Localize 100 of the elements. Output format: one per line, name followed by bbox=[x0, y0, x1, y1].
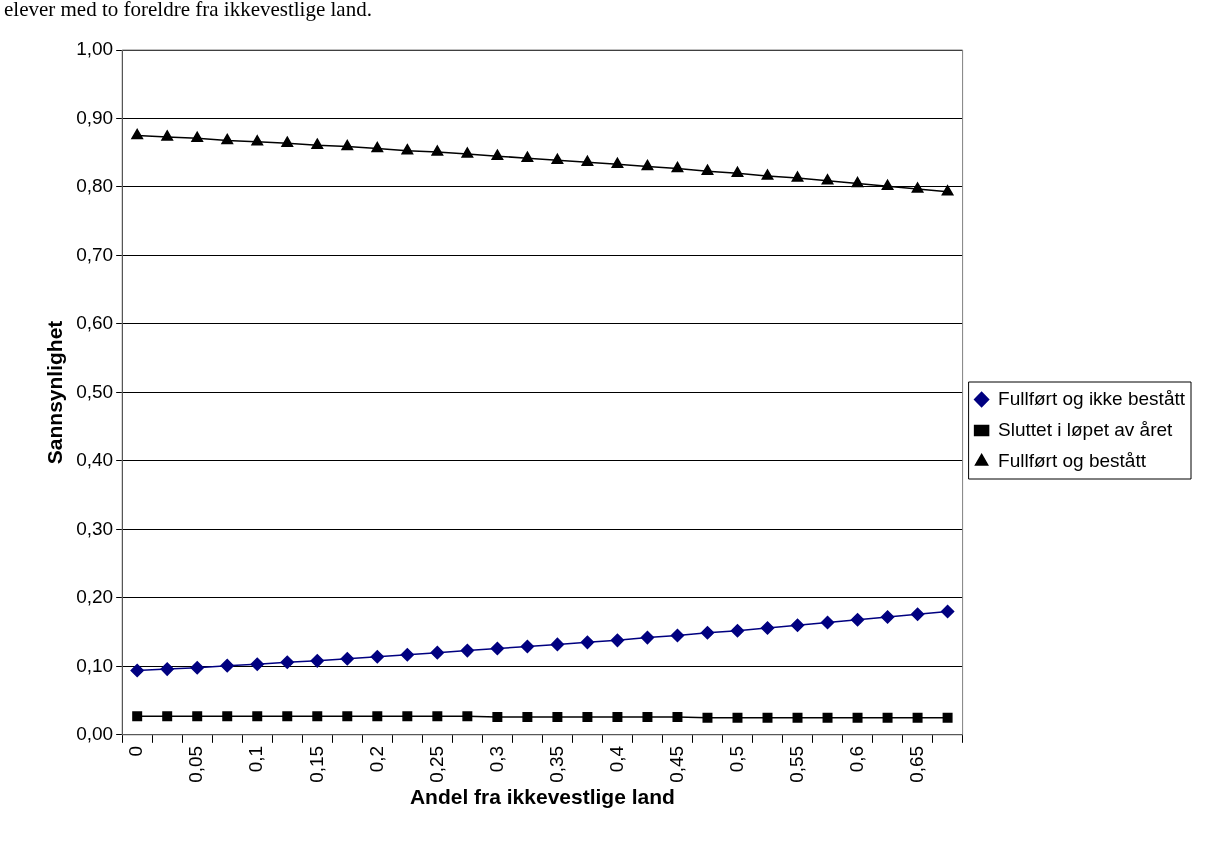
point bbox=[282, 711, 293, 722]
x-axis-title: Andel fra ikkevestlige land bbox=[409, 785, 675, 809]
point bbox=[370, 650, 385, 664]
point bbox=[940, 604, 955, 619]
point bbox=[491, 149, 504, 160]
x-tick-label: 0,4 bbox=[605, 745, 627, 773]
point bbox=[161, 130, 174, 141]
point bbox=[131, 128, 144, 140]
x-tick-label: 0,35 bbox=[545, 745, 567, 783]
point bbox=[280, 655, 295, 669]
point bbox=[730, 623, 745, 638]
y-tick-label: 0,20 bbox=[76, 586, 114, 608]
point bbox=[522, 712, 533, 723]
point bbox=[881, 179, 894, 191]
point bbox=[702, 712, 713, 723]
point bbox=[852, 712, 863, 723]
point bbox=[551, 153, 564, 165]
legend-label: Fullført og bestått bbox=[998, 449, 1147, 471]
point bbox=[582, 712, 593, 723]
x-tick-label: 0 bbox=[125, 745, 147, 757]
point bbox=[550, 637, 565, 652]
point bbox=[761, 169, 774, 180]
x-tick-label: 0,15 bbox=[305, 745, 327, 783]
point bbox=[312, 711, 323, 722]
point bbox=[762, 712, 773, 723]
point bbox=[552, 712, 563, 723]
point bbox=[821, 174, 834, 185]
point bbox=[191, 131, 204, 143]
point bbox=[641, 159, 654, 171]
point bbox=[910, 607, 925, 622]
y-axis-title: Sannsynlighet bbox=[43, 320, 67, 465]
x-tick-label: 0,45 bbox=[665, 745, 687, 783]
point bbox=[222, 711, 233, 722]
point bbox=[221, 133, 234, 145]
point bbox=[162, 711, 173, 722]
point bbox=[672, 712, 683, 723]
point bbox=[430, 645, 445, 660]
point bbox=[460, 643, 475, 658]
point bbox=[942, 712, 953, 723]
point bbox=[820, 615, 835, 630]
text: elever med to foreldre fra ikkevestlige land. bbox=[4, 0, 372, 22]
point bbox=[132, 711, 143, 722]
y-tick-label: 0,50 bbox=[76, 380, 114, 402]
legend-label: Fullført og ikke bestått bbox=[998, 387, 1186, 409]
point bbox=[760, 621, 775, 635]
point bbox=[432, 711, 443, 722]
point bbox=[371, 141, 384, 153]
point bbox=[611, 157, 624, 169]
point bbox=[251, 135, 264, 146]
point bbox=[732, 712, 743, 723]
y-tick-label: 0,40 bbox=[76, 449, 114, 471]
point bbox=[342, 711, 353, 722]
x-tick-label: 0,25 bbox=[425, 745, 447, 783]
y-tick-label: 0,60 bbox=[76, 312, 114, 334]
x-tick-label: 0,1 bbox=[245, 745, 267, 773]
y-tick-label: 0,70 bbox=[76, 243, 114, 265]
point bbox=[580, 635, 595, 650]
point bbox=[882, 712, 893, 723]
point bbox=[281, 136, 294, 147]
point bbox=[252, 711, 263, 722]
y-tick-label: 0,30 bbox=[76, 517, 114, 539]
point bbox=[310, 654, 325, 668]
point bbox=[612, 712, 623, 723]
point bbox=[311, 138, 324, 149]
point bbox=[520, 639, 535, 654]
point bbox=[941, 185, 954, 196]
legend-label: Sluttet i løpet av året bbox=[998, 418, 1174, 440]
y-tick-label: 0,10 bbox=[76, 654, 114, 676]
y-tick-label: 0,90 bbox=[76, 106, 114, 128]
point bbox=[701, 164, 714, 175]
x-tick-label: 0,55 bbox=[785, 745, 807, 783]
point bbox=[461, 147, 474, 158]
point bbox=[911, 182, 924, 193]
point bbox=[130, 663, 144, 678]
point bbox=[792, 712, 803, 723]
point bbox=[462, 711, 473, 722]
point bbox=[670, 628, 685, 643]
point bbox=[431, 145, 444, 156]
point bbox=[731, 166, 744, 178]
point bbox=[640, 630, 655, 645]
point bbox=[791, 171, 804, 182]
point bbox=[250, 657, 264, 672]
point bbox=[521, 151, 534, 162]
point bbox=[822, 712, 833, 723]
point bbox=[790, 618, 805, 632]
x-tick-label: 0,65 bbox=[905, 745, 927, 783]
point bbox=[671, 161, 684, 173]
y-tick-label: 0,80 bbox=[76, 175, 114, 197]
x-tick-label: 0,3 bbox=[485, 745, 507, 773]
point bbox=[340, 652, 355, 666]
point bbox=[492, 712, 503, 723]
point bbox=[341, 139, 354, 151]
point bbox=[160, 662, 174, 676]
point bbox=[581, 155, 594, 167]
point bbox=[610, 633, 625, 648]
point bbox=[880, 610, 895, 624]
y-tick-label: 0,00 bbox=[76, 723, 114, 745]
point bbox=[400, 647, 415, 662]
y-tick-label: 1,00 bbox=[76, 38, 114, 60]
point bbox=[700, 626, 715, 640]
